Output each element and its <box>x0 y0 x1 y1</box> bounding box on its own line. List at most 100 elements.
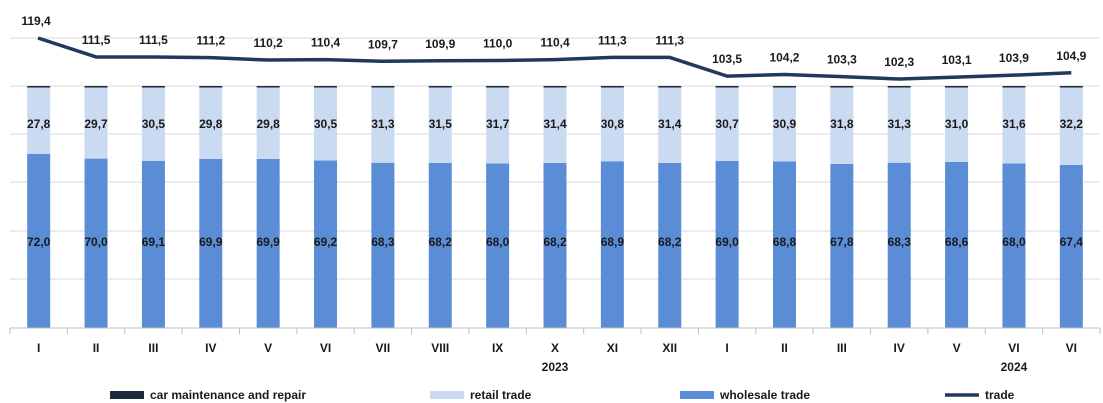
data-label-wholesale-trade: 69,9 <box>256 235 280 249</box>
bar-car-maintenance <box>1059 86 1083 88</box>
bar-retail-trade <box>84 86 108 159</box>
x-tick-label: III <box>837 341 847 355</box>
bar-wholesale-trade <box>256 158 280 328</box>
bar-car-maintenance <box>486 86 510 88</box>
data-label-trade: 110,4 <box>540 36 570 50</box>
data-label-trade: 102,3 <box>884 55 914 69</box>
bar-retail-trade <box>600 86 624 162</box>
x-tick-label: I <box>37 341 40 355</box>
year-label: 2023 <box>542 360 569 374</box>
bar-retail-trade <box>314 86 338 161</box>
data-label-retail-trade: 29,8 <box>256 117 280 131</box>
data-label-retail-trade: 31,4 <box>543 117 567 131</box>
bar-retail-trade <box>830 86 854 164</box>
data-label-wholesale-trade: 68,2 <box>543 235 567 249</box>
bar-wholesale-trade <box>141 160 165 328</box>
bar-retail-trade <box>715 86 739 162</box>
data-label-retail-trade: 30,5 <box>314 117 338 131</box>
bar-car-maintenance <box>772 86 796 88</box>
data-label-trade: 111,5 <box>82 33 111 47</box>
data-label-retail-trade: 30,5 <box>142 117 166 131</box>
bar-car-maintenance <box>371 86 395 88</box>
bar-car-maintenance <box>27 86 51 88</box>
data-label-retail-trade: 27,8 <box>27 117 51 131</box>
data-label-wholesale-trade: 68,0 <box>1002 235 1026 249</box>
legend-label-car-maintenance-and-repair: car maintenance and repair <box>150 388 306 402</box>
bar-car-maintenance <box>715 86 739 88</box>
data-label-trade: 110,4 <box>311 36 341 50</box>
data-label-trade: 103,3 <box>827 53 857 67</box>
data-label-trade: 103,5 <box>712 52 742 66</box>
data-label-wholesale-trade: 69,2 <box>314 235 338 249</box>
x-tick-label: II <box>781 341 788 355</box>
bar-wholesale-trade <box>1059 164 1083 328</box>
bar-car-maintenance <box>84 86 108 88</box>
x-tick-label: I <box>725 341 728 355</box>
bar-retail-trade <box>486 86 510 164</box>
data-label-trade: 104,2 <box>769 50 799 64</box>
legend-label-wholesale-trade: wholesale trade <box>719 388 810 402</box>
bar-retail-trade <box>887 86 911 163</box>
bars <box>27 86 1083 328</box>
data-label-retail-trade: 31,6 <box>1002 117 1026 131</box>
x-tick-label: IX <box>492 341 503 355</box>
trade-line <box>37 36 1072 81</box>
data-label-retail-trade: 31,0 <box>945 117 969 131</box>
data-label-retail-trade: 30,9 <box>773 117 797 131</box>
bar-car-maintenance <box>1002 86 1026 88</box>
data-label-retail-trade: 31,7 <box>486 117 510 131</box>
bar-car-maintenance <box>600 86 624 88</box>
data-label-wholesale-trade: 67,8 <box>830 235 854 249</box>
data-label-retail-trade: 29,7 <box>84 117 108 131</box>
bar-wholesale-trade <box>84 158 108 328</box>
data-label-wholesale-trade: 68,6 <box>945 235 969 249</box>
bar-retail-trade <box>27 86 51 154</box>
data-label-trade: 111,5 <box>139 33 168 47</box>
bar-retail-trade <box>371 86 395 163</box>
data-label-retail-trade: 32,2 <box>1060 117 1084 131</box>
bar-retail-trade <box>543 86 567 163</box>
bar-wholesale-trade <box>772 161 796 328</box>
bar-wholesale-trade <box>371 162 395 328</box>
bar-car-maintenance <box>199 86 223 88</box>
bar-retail-trade <box>428 86 452 163</box>
legend-swatch-car-maintenance-and-repair <box>110 391 144 399</box>
data-label-trade: 104,9 <box>1056 49 1086 63</box>
bar-wholesale-trade <box>27 153 51 328</box>
data-label-wholesale-trade: 70,0 <box>84 235 108 249</box>
data-label-trade: 110,0 <box>483 37 513 51</box>
bar-wholesale-trade <box>658 162 682 328</box>
data-label-retail-trade: 29,8 <box>199 117 223 131</box>
bar-car-maintenance <box>428 86 452 88</box>
data-label-wholesale-trade: 68,3 <box>888 235 912 249</box>
bar-car-maintenance <box>256 86 280 88</box>
x-tick-label: V <box>264 341 272 355</box>
bar-car-maintenance <box>887 86 911 88</box>
x-tick-label: II <box>93 341 100 355</box>
data-label-trade: 109,7 <box>368 37 398 51</box>
data-label-trade: 103,9 <box>999 51 1029 65</box>
data-label-retail-trade: 31,8 <box>830 117 854 131</box>
legend-label-retail-trade: retail trade <box>470 388 532 402</box>
bar-retail-trade <box>1002 86 1026 164</box>
bar-car-maintenance <box>314 86 338 88</box>
bar-car-maintenance <box>830 86 854 88</box>
year-label: 2024 <box>1001 360 1028 374</box>
bar-wholesale-trade <box>1002 163 1026 328</box>
data-label-wholesale-trade: 68,2 <box>429 235 453 249</box>
x-tick-label: VI <box>320 341 331 355</box>
bar-wholesale-trade <box>314 160 338 328</box>
bar-wholesale-trade <box>887 162 911 328</box>
bar-retail-trade <box>141 86 165 161</box>
data-label-retail-trade: 30,8 <box>601 117 625 131</box>
data-label-retail-trade: 31,3 <box>371 117 395 131</box>
x-tick-label: VI <box>1066 341 1077 355</box>
legend: car maintenance and repair retail trade wh… <box>110 388 1015 402</box>
x-tick-label: V <box>953 341 961 355</box>
bar-retail-trade <box>256 86 280 159</box>
legend-label-trade: trade <box>985 388 1015 402</box>
data-label-wholesale-trade: 68,3 <box>371 235 395 249</box>
bar-retail-trade <box>658 86 682 163</box>
x-tick-label: IV <box>205 341 216 355</box>
